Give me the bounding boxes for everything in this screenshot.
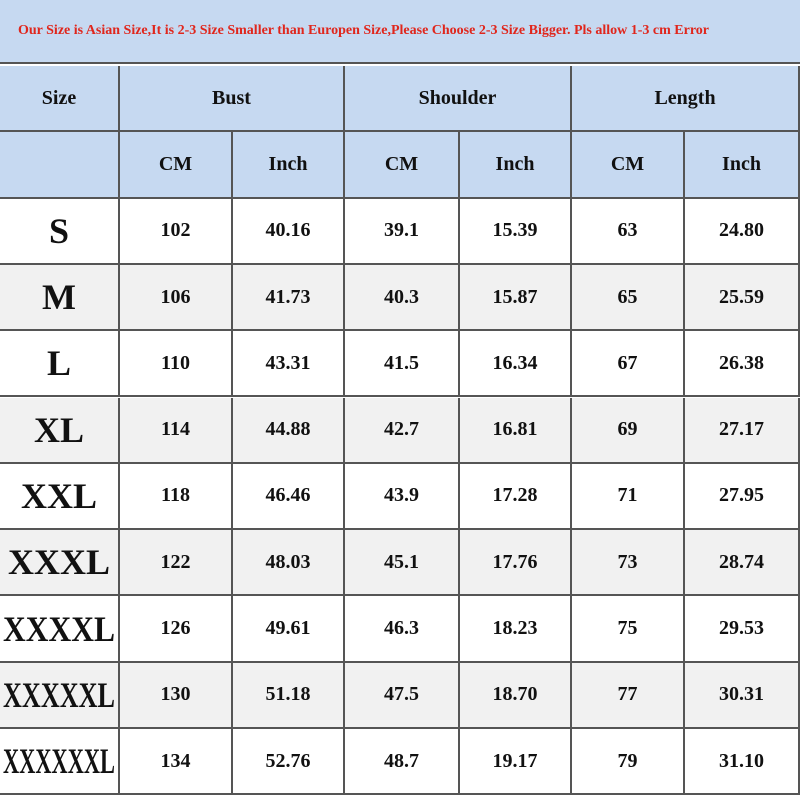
- measure-value: 41.73: [233, 264, 345, 332]
- measure-value: 49.61: [233, 596, 345, 663]
- measure-value: 31.10: [685, 729, 800, 796]
- measure-value: 110: [120, 331, 233, 398]
- group-header: Shoulder: [345, 66, 572, 133]
- measure-value: 71: [572, 463, 685, 531]
- measure-value: 130: [120, 662, 233, 729]
- measure-value: 126: [120, 596, 233, 663]
- size-text: XXXXL: [3, 608, 116, 649]
- size-label: S: [0, 198, 120, 265]
- size-text: L: [46, 343, 71, 384]
- measure-value: 75: [572, 596, 685, 663]
- unit-header: CM: [120, 132, 233, 199]
- measure-value: 46.46: [233, 463, 345, 531]
- measure-value: 41.5: [345, 331, 460, 398]
- measure-value: 40.16: [233, 198, 345, 265]
- group-header: Bust: [120, 66, 345, 133]
- measure-value: 69: [572, 397, 685, 464]
- measure-value: 45.1: [345, 530, 460, 597]
- measure-value: 27.17: [685, 397, 800, 464]
- unit-header: CM: [345, 132, 460, 199]
- size-text: M: [42, 277, 76, 318]
- measure-value: 79: [572, 729, 685, 796]
- measure-value: 18.23: [460, 596, 572, 663]
- measure-value: 27.95: [685, 463, 800, 531]
- measure-value: 77: [572, 662, 685, 729]
- size-text: XXXXXXL: [2, 741, 115, 782]
- size-label: L: [0, 331, 120, 398]
- measure-value: 40.3: [345, 264, 460, 332]
- size-label: XXL: [0, 463, 120, 531]
- measure-value: 67: [572, 331, 685, 398]
- measure-value: 134: [120, 729, 233, 796]
- measure-value: 51.18: [233, 662, 345, 729]
- size-text: XXXL: [7, 542, 110, 583]
- measure-value: 43.9: [345, 463, 460, 531]
- measure-value: 48.03: [233, 530, 345, 597]
- measure-value: 18.70: [460, 662, 572, 729]
- unit-header: CM: [572, 132, 685, 199]
- measure-value: 122: [120, 530, 233, 597]
- measure-value: 24.80: [685, 198, 800, 265]
- size-text: XXL: [20, 475, 97, 516]
- size-text: XXXXXL: [3, 674, 116, 715]
- measure-value: 52.76: [233, 729, 345, 796]
- measure-value: 26.38: [685, 331, 800, 398]
- size-text: XL: [33, 409, 84, 450]
- measure-value: 106: [120, 264, 233, 332]
- measure-value: 114: [120, 397, 233, 464]
- measure-value: 25.59: [685, 264, 800, 332]
- size-text: S: [48, 210, 70, 251]
- size-header-blank: [0, 132, 120, 199]
- measure-value: 17.76: [460, 530, 572, 597]
- group-header: Length: [572, 66, 800, 133]
- measure-value: 15.87: [460, 264, 572, 332]
- measure-value: 46.3: [345, 596, 460, 663]
- measure-value: 102: [120, 198, 233, 265]
- size-header: Size: [0, 66, 120, 133]
- measure-value: 16.34: [460, 331, 572, 398]
- measure-value: 63: [572, 198, 685, 265]
- unit-header: Inch: [685, 132, 800, 199]
- measure-value: 43.31: [233, 331, 345, 398]
- size-label: XXXXXL: [0, 662, 120, 729]
- measure-value: 65: [572, 264, 685, 332]
- size-label: XXXL: [0, 530, 120, 597]
- measure-value: 44.88: [233, 397, 345, 464]
- size-label: M: [0, 264, 120, 332]
- measure-value: 28.74: [685, 530, 800, 597]
- unit-header: Inch: [233, 132, 345, 199]
- measure-value: 29.53: [685, 596, 800, 663]
- measure-value: 16.81: [460, 397, 572, 464]
- size-label: XXXXXXL: [0, 729, 120, 796]
- size-label: XXXXL: [0, 596, 120, 663]
- measure-value: 30.31: [685, 662, 800, 729]
- unit-header: Inch: [460, 132, 572, 199]
- measure-value: 48.7: [345, 729, 460, 796]
- measure-value: 47.5: [345, 662, 460, 729]
- measure-value: 17.28: [460, 463, 572, 531]
- measure-value: 39.1: [345, 198, 460, 265]
- measure-value: 118: [120, 463, 233, 531]
- banner: Our Size is Asian Size,It is 2-3 Size Sm…: [0, 0, 800, 64]
- measure-value: 73: [572, 530, 685, 597]
- size-label: XL: [0, 397, 120, 464]
- measure-value: 19.17: [460, 729, 572, 796]
- measure-value: 15.39: [460, 198, 572, 265]
- measure-value: 42.7: [345, 397, 460, 464]
